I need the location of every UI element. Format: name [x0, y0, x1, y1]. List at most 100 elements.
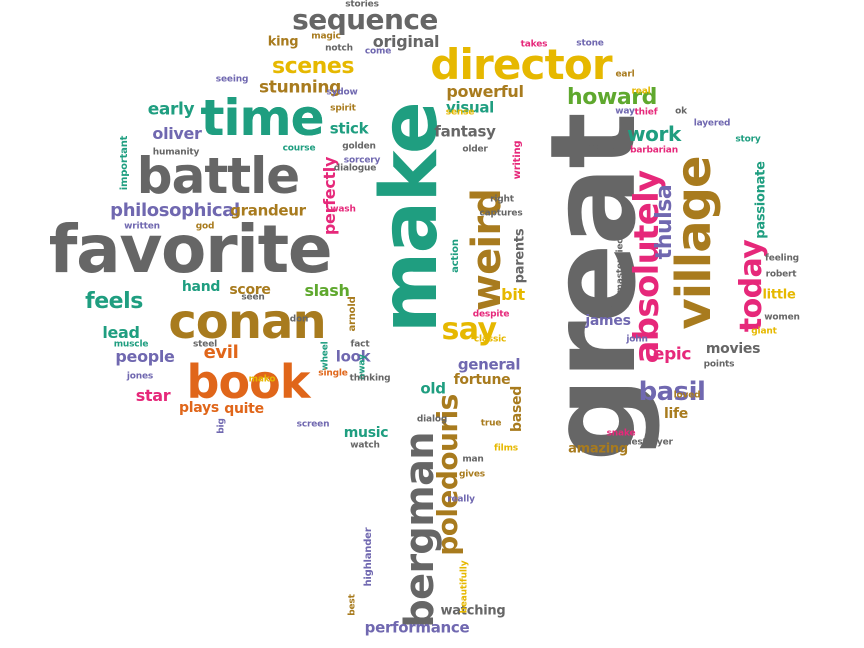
word-stone: stone	[576, 38, 604, 49]
word-conan: conan	[168, 294, 326, 350]
word-parents: parents	[512, 228, 528, 284]
word-thinking: thinking	[349, 373, 391, 384]
word-look: look	[335, 347, 371, 366]
word-really: really	[447, 494, 475, 505]
word-star: star	[135, 386, 171, 405]
word-based: based	[509, 386, 525, 432]
word-say: say	[441, 312, 498, 347]
word-stories: stories	[345, 0, 379, 10]
word-highlander: highlander	[363, 527, 374, 587]
word-real: real	[631, 86, 651, 97]
word-films: films	[494, 443, 518, 454]
word-older: older	[462, 144, 488, 155]
word-director: director	[430, 40, 612, 89]
word-little: little	[762, 287, 796, 303]
word-god: god	[195, 221, 215, 232]
word-howard: howard	[567, 85, 657, 110]
word-watch: watch	[350, 440, 380, 451]
word-earl: earl	[615, 69, 635, 80]
word-seeing: seeing	[215, 74, 249, 85]
word-don: don	[289, 314, 309, 325]
word-people: people	[115, 347, 175, 366]
word-quite: quite	[224, 401, 264, 417]
word-powerful: powerful	[446, 82, 524, 101]
word-snake: snake	[606, 428, 636, 439]
word-dialog: dialog	[416, 414, 448, 425]
word-takes: takes	[520, 39, 548, 50]
word-captures: captures	[479, 208, 523, 219]
word-mako: mako	[248, 374, 276, 385]
word-performance: performance	[364, 618, 470, 637]
word-book: book	[186, 355, 310, 409]
word-robert: robert	[765, 269, 797, 280]
word-magic: magic	[311, 31, 341, 42]
word-sense: sense	[445, 107, 475, 118]
word-epic: epic	[652, 344, 692, 365]
word-score: score	[229, 282, 271, 298]
word-masterpiece: masterpiece	[615, 232, 626, 294]
word-visual: visual	[446, 98, 494, 117]
word-amazing: amazing	[568, 441, 628, 457]
word-unique: unique	[595, 300, 629, 311]
word-right: right	[490, 194, 514, 205]
word-seen: seen	[241, 292, 265, 303]
word-plays: plays	[179, 400, 219, 416]
word-big: big	[216, 418, 227, 434]
word-golden: golden	[342, 141, 376, 152]
word-feels: feels	[85, 289, 143, 314]
word-early: early	[147, 99, 195, 120]
word-wheel: wheel	[320, 341, 331, 371]
word-giant: giant	[751, 326, 777, 337]
word-notch: notch	[325, 43, 353, 54]
word-writing: writing	[512, 140, 523, 180]
word-stunning: stunning	[259, 77, 341, 98]
word-picture: picture	[579, 142, 615, 153]
word-dialogue: dialogue	[333, 163, 377, 174]
word-james: james	[585, 313, 631, 329]
word-sequence: sequence	[292, 3, 438, 36]
word-despite: despite	[472, 309, 510, 320]
word-humanity: humanity	[152, 147, 200, 158]
word-bit: bit	[501, 285, 525, 304]
word-basil: basil	[638, 377, 706, 407]
word-barbarian: barbarian	[630, 145, 678, 156]
word-general: general	[457, 355, 521, 374]
word-fortune: fortune	[453, 372, 511, 388]
word-fantasy: fantasy	[434, 122, 496, 141]
word-true: true	[480, 418, 502, 429]
word-ok: ok	[675, 106, 687, 117]
word-hand: hand	[181, 279, 221, 295]
word-grandeur: grandeur	[230, 201, 306, 220]
word-written: written	[124, 221, 160, 232]
word-classic: classic	[473, 334, 507, 345]
word-beautifully: beautifully	[459, 560, 470, 614]
word-loved: loved	[673, 390, 701, 401]
word-king: king	[267, 34, 299, 50]
word-wash: wash	[330, 204, 356, 215]
word-gives: gives	[459, 469, 485, 480]
word-music: music	[343, 425, 389, 441]
word-steel: steel	[192, 339, 218, 350]
word-time: time	[200, 89, 324, 147]
word-thulsa: thulsa	[652, 184, 677, 260]
word-movies: movies	[705, 341, 761, 357]
word-original: original	[372, 32, 440, 51]
word-old: old	[420, 379, 446, 398]
word-favorite: favorite	[48, 211, 333, 288]
word-come: come	[364, 46, 392, 57]
word-evil: evil	[203, 342, 239, 363]
word-single: single	[318, 368, 348, 379]
word-philosophical: philosophical	[110, 200, 240, 221]
word-destroyer: destroyer	[625, 437, 673, 448]
word-lead: lead	[102, 323, 140, 342]
word-john: john	[626, 334, 648, 345]
word-watching: watching	[440, 603, 506, 619]
word-best: best	[347, 594, 358, 616]
word-village: village	[666, 156, 722, 330]
word-story: story	[735, 134, 761, 145]
word-oliver: oliver	[152, 124, 202, 143]
word-scenes: scenes	[271, 54, 355, 79]
word-way: way	[615, 106, 635, 117]
word-fact: fact	[350, 339, 370, 350]
